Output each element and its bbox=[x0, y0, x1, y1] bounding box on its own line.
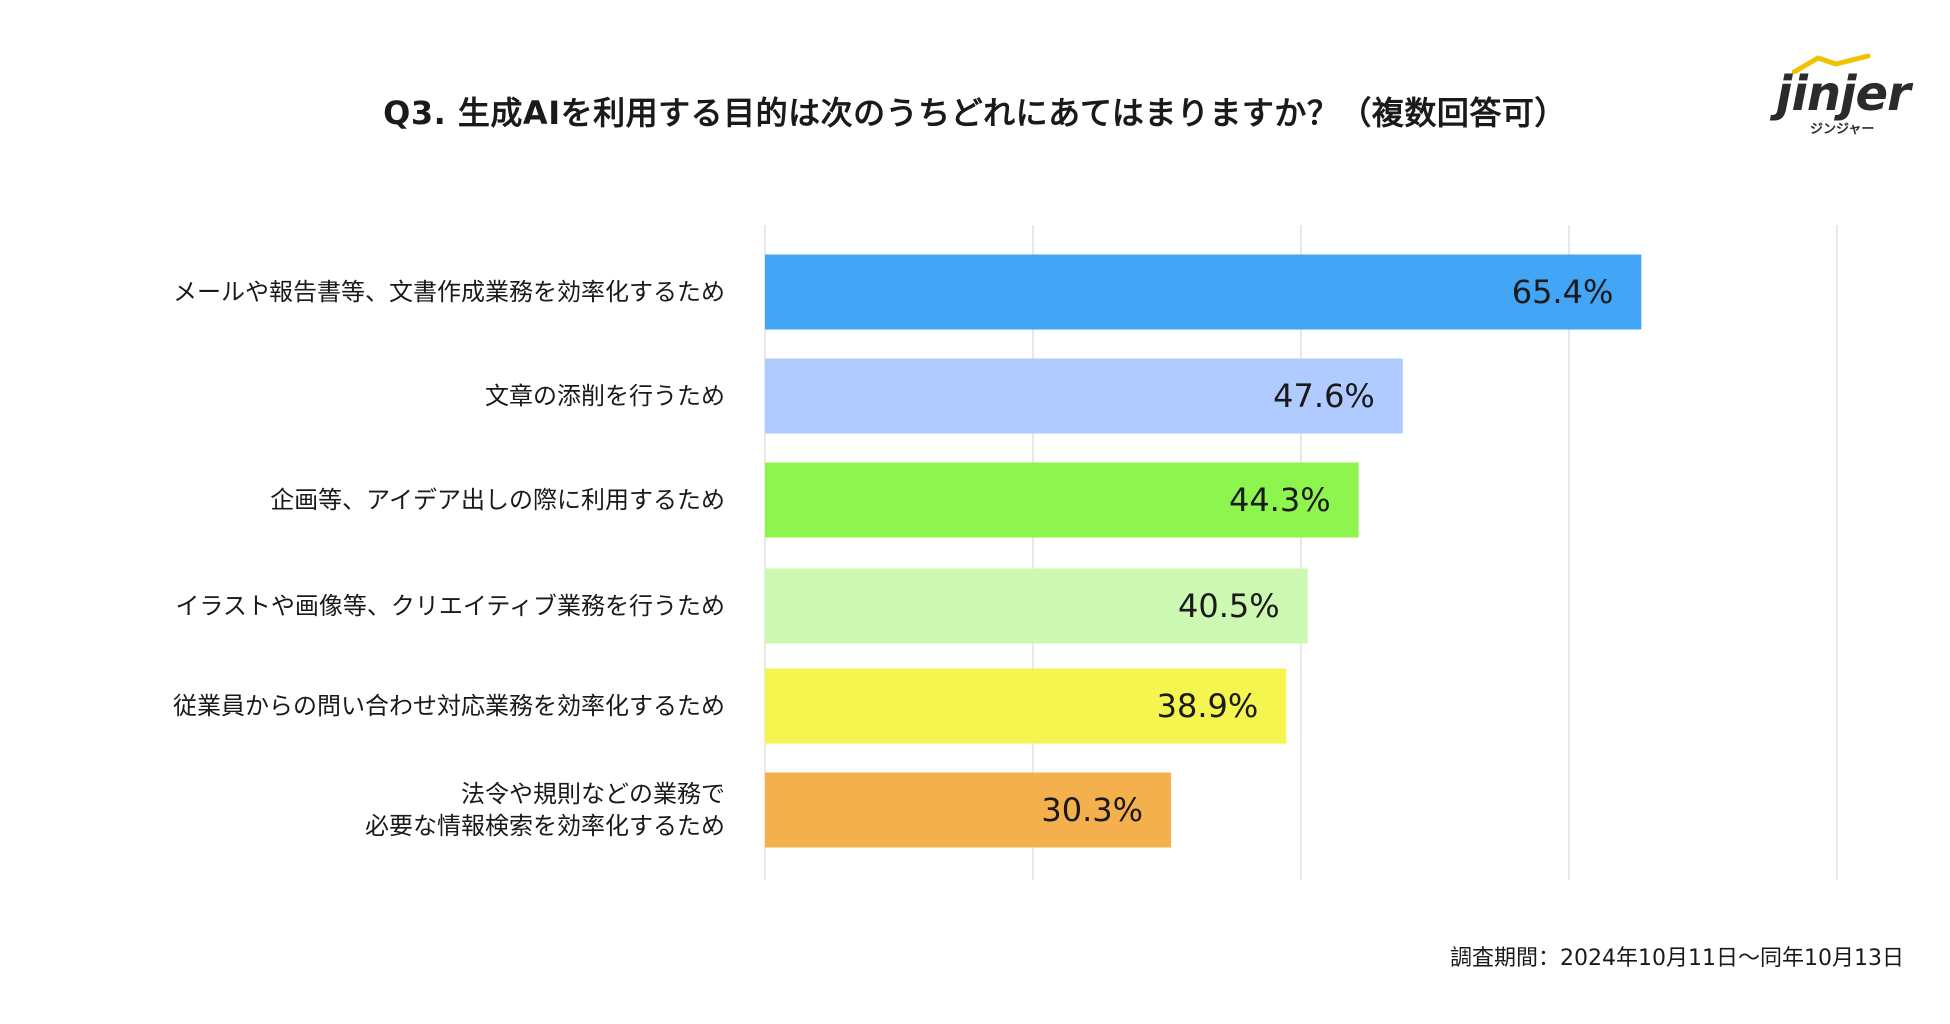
bar-3 bbox=[765, 568, 1308, 644]
bar-1 bbox=[765, 358, 1403, 434]
category-label-0: メールや報告書等、文書作成業務を効率化するため bbox=[173, 276, 725, 308]
value-label-1: 47.6% bbox=[1273, 377, 1375, 415]
category-label-line: メールや報告書等、文書作成業務を効率化するため bbox=[173, 278, 725, 306]
bar-4 bbox=[765, 668, 1287, 744]
value-label-4: 38.9% bbox=[1157, 687, 1259, 725]
category-label-1: 文章の添削を行うため bbox=[485, 380, 725, 412]
category-label-line: 法令や規則などの業務で bbox=[461, 780, 725, 808]
category-label-line: 従業員からの問い合わせ対応業務を効率化するため bbox=[173, 692, 725, 720]
logo-word: jinjer bbox=[1776, 66, 1911, 122]
bar-2 bbox=[765, 462, 1359, 538]
chart-title: Q3. 生成AIを利用する目的は次のうちどれにあてはまりますか？（複数回答可） bbox=[383, 94, 1567, 132]
category-label-3: イラストや画像等、クリエイティブ業務を行うため bbox=[175, 590, 725, 622]
category-label-line: イラストや画像等、クリエイティブ業務を行うため bbox=[175, 592, 725, 620]
category-label-5: 法令や規則などの業務で必要な情報検索を効率化するため bbox=[365, 778, 725, 842]
category-label-2: 企画等、アイデア出しの際に利用するため bbox=[270, 484, 725, 516]
value-label-0: 65.4% bbox=[1512, 273, 1614, 311]
survey-period: 調査期間：2024年10月11日〜同年10月13日 bbox=[1450, 946, 1904, 971]
category-label-line: 必要な情報検索を効率化するため bbox=[365, 812, 725, 840]
category-label-line: 文章の添削を行うため bbox=[485, 382, 725, 410]
bar-0 bbox=[765, 254, 1642, 330]
value-label-5: 30.3% bbox=[1041, 791, 1143, 829]
logo-subtext: ジンジャー bbox=[1810, 122, 1875, 137]
value-label-2: 44.3% bbox=[1229, 481, 1331, 519]
value-label-3: 40.5% bbox=[1178, 587, 1280, 625]
category-label-4: 従業員からの問い合わせ対応業務を効率化するため bbox=[173, 690, 725, 722]
logo-roof-icon bbox=[1792, 53, 1871, 74]
category-label-line: 企画等、アイデア出しの際に利用するため bbox=[270, 486, 725, 514]
bar-5 bbox=[765, 772, 1172, 848]
jinjer-logo: jinjer ジンジャー bbox=[1770, 52, 1911, 142]
